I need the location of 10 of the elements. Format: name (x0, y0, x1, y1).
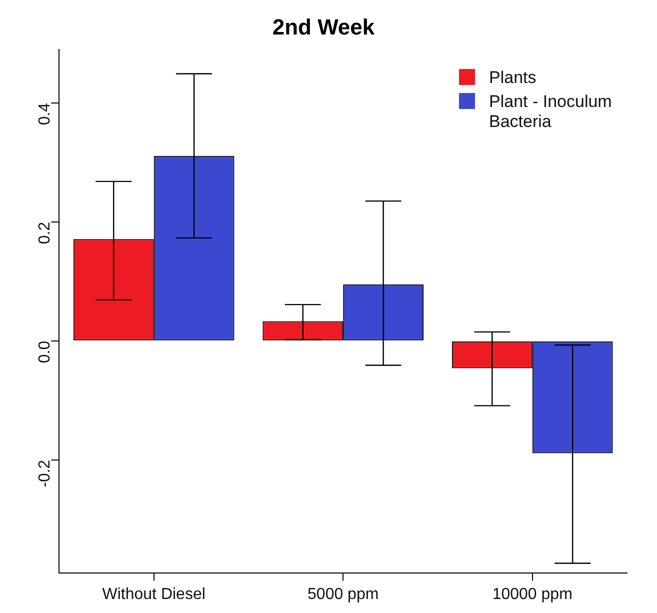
x-tick-label: 5000 ppm (308, 586, 379, 603)
x-tick-label: Without Diesel (102, 586, 206, 603)
legend-label: Plants (489, 68, 536, 88)
x-tick-label: 10000 ppm (492, 586, 572, 603)
y-tick-label: 0.2 (36, 222, 54, 244)
legend-label: Plant - Inoculum Bacteria (489, 92, 613, 132)
y-tick-label: 0.0 (36, 340, 54, 364)
chart-title: 2nd Week (272, 14, 376, 40)
y-tick-label: 0.4 (36, 102, 54, 126)
y-tick-label: -0.2 (36, 460, 54, 488)
